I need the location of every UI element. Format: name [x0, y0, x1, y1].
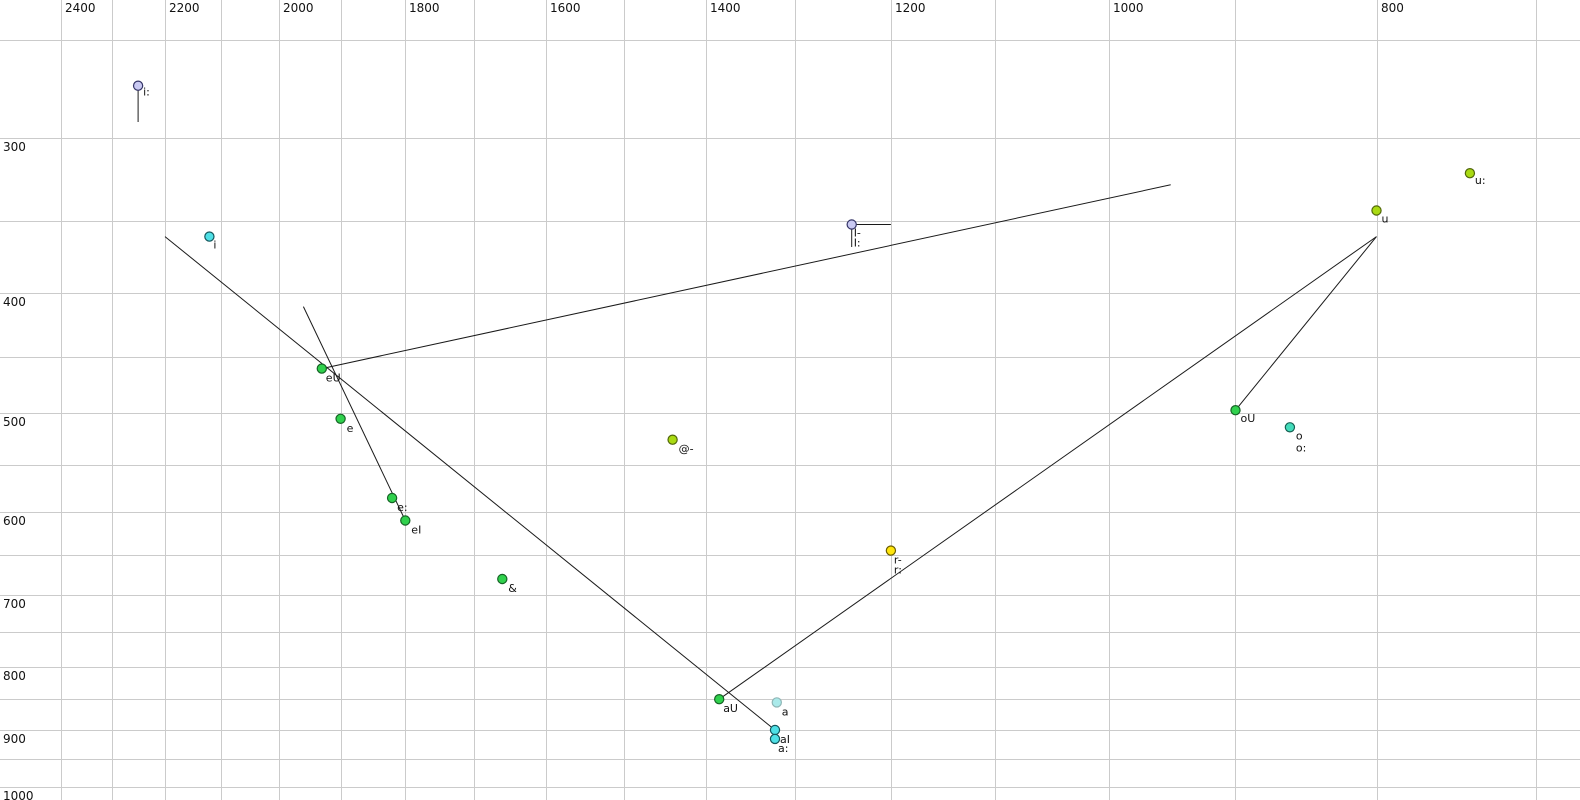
vowel-point-oU [1230, 405, 1241, 416]
x-tick-label-2400: 2400 [65, 1, 96, 15]
y-axis-tick-labels: 300 400 500 600 700 800 900 1000 [3, 140, 34, 800]
y-tick-label-700: 700 [3, 597, 26, 611]
vowel-points: i: i eU e e: eI & @- I-I: r-r: aU a aIa: u: u oU oo: [132, 80, 1486, 755]
vowel-label-r-: r- [894, 554, 902, 567]
vowel-label-u:: u: [1475, 174, 1486, 187]
vowel-label-e: e [347, 422, 354, 435]
vowel-label-I-: I- [854, 227, 861, 240]
diphthong-trajectories [137, 85, 1377, 731]
vowel-label-e:: e: [397, 501, 407, 514]
vowel-label-eU: eU [326, 372, 341, 385]
vowel-point-eU [316, 363, 327, 374]
x-tick-label-2200: 2200 [169, 1, 200, 15]
trajectory-oU-glide [1235, 236, 1377, 411]
vowel-point-u [1371, 205, 1382, 216]
vowel-point-I- [846, 219, 857, 230]
trajectory-eI-glide [302, 306, 406, 521]
y-tick-label-400: 400 [3, 295, 26, 309]
x-tick-label-2000: 2000 [283, 1, 314, 15]
vowel-point-aU [714, 694, 725, 705]
vowel-label-I:: I: [854, 237, 861, 250]
vowel-point-a: [769, 733, 781, 745]
vowel-label-i:: i: [143, 86, 150, 99]
vowel-label-aI: aI [780, 733, 790, 746]
vowel-label-aU: aU [723, 702, 738, 715]
vowel-label-@-: @- [679, 443, 694, 456]
x-tick-label-1600: 1600 [550, 1, 581, 15]
y-tick-label-300: 300 [3, 140, 26, 154]
trajectory-aU-glide [718, 236, 1377, 700]
vowel-point-i [204, 231, 215, 242]
vowel-point-r- [885, 545, 897, 556]
vowel-label-o: o [1296, 429, 1303, 442]
vowel-point-eI [400, 515, 411, 526]
vowel-point-i: [132, 80, 144, 91]
y-tick-label-600: 600 [3, 514, 26, 528]
vowel-point-@- [667, 434, 678, 445]
x-tick-label-800: 800 [1381, 1, 1404, 15]
vowel-point-aI [769, 724, 781, 736]
vowel-label-o:: o: [1296, 441, 1306, 454]
y-tick-label-500: 500 [3, 415, 26, 429]
vowel-label-&: & [508, 582, 517, 595]
x-tick-label-1200: 1200 [895, 1, 926, 15]
vowel-label-oU: oU [1241, 412, 1256, 425]
vowel-label-i: i [213, 239, 216, 252]
x-tick-label-1400: 1400 [710, 1, 741, 15]
trajectory-eU-glide [321, 184, 1171, 370]
vowel-point-& [497, 573, 508, 585]
x-tick-label-1000: 1000 [1113, 1, 1144, 15]
trajectory-aI-glide [164, 236, 776, 731]
vowel-point-u: [1464, 167, 1476, 179]
vowel-point-e [335, 413, 346, 424]
y-tick-label-900: 900 [3, 732, 26, 746]
vowel-label-a:: a: [778, 742, 788, 755]
vowel-label-u: u [1382, 213, 1389, 226]
vowel-point-e: [386, 492, 398, 504]
vowel-point-a [771, 697, 783, 708]
x-tick-label-1800: 1800 [409, 1, 440, 15]
vowel-label-a: a [782, 705, 789, 718]
y-tick-label-1000: 1000 [3, 789, 34, 800]
vowel-label-r:: r: [894, 564, 902, 577]
vowel-point-o [1284, 422, 1296, 433]
y-tick-label-800: 800 [3, 669, 26, 683]
vowel-label-eI: eI [411, 524, 421, 537]
x-axis-tick-labels: 2400 2200 2000 1800 1600 1400 1200 1000 800 [65, 1, 1404, 15]
